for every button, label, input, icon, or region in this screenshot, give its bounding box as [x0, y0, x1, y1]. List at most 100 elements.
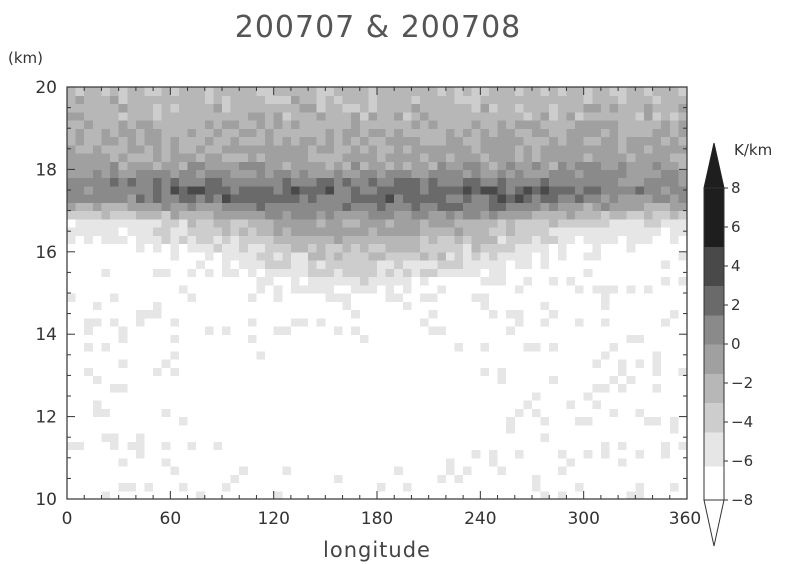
colorbar-segment	[704, 236, 724, 243]
heatmap-cell	[161, 284, 171, 294]
heatmap-cell	[204, 95, 214, 105]
heatmap-cell	[420, 161, 430, 170]
heatmap-cell	[299, 194, 309, 203]
heatmap-cell	[351, 202, 361, 212]
heatmap-cell	[118, 482, 128, 492]
heatmap-cell	[135, 268, 146, 278]
heatmap-cell	[557, 95, 568, 105]
heatmap-cell	[351, 350, 361, 360]
heatmap-cell	[135, 136, 146, 146]
heatmap-cell	[643, 169, 654, 179]
heatmap-cell	[445, 194, 456, 203]
heatmap-cell	[110, 235, 120, 245]
heatmap-cell	[265, 325, 275, 335]
heatmap-cell	[394, 87, 404, 96]
heatmap-cell	[213, 169, 223, 179]
heatmap-cell	[471, 185, 481, 195]
heatmap-cell	[592, 449, 602, 459]
heatmap-cell	[92, 441, 103, 451]
heatmap-cell	[394, 276, 404, 286]
heatmap-cell	[394, 111, 404, 121]
heatmap-cell	[135, 161, 146, 170]
heatmap-cell	[368, 152, 378, 162]
heatmap-cell	[592, 309, 602, 319]
heatmap-cell	[92, 334, 103, 344]
heatmap-cell	[643, 416, 654, 426]
heatmap-cell	[635, 136, 645, 146]
colorbar-segment	[704, 490, 724, 496]
heatmap-cell	[566, 128, 576, 138]
heatmap-cell	[187, 128, 197, 138]
heatmap-cell	[420, 350, 430, 360]
heatmap-cell	[480, 177, 490, 187]
heatmap-cell	[394, 210, 404, 220]
heatmap-cell	[523, 391, 533, 401]
heatmap-cell	[84, 119, 94, 129]
heatmap-cell	[626, 260, 636, 269]
heatmap-cell	[557, 334, 568, 344]
heatmap-cell	[213, 358, 223, 368]
heatmap-cell	[514, 325, 524, 335]
heatmap-cell	[239, 218, 249, 228]
heatmap-cell	[454, 284, 464, 294]
heatmap-cell	[325, 457, 335, 467]
heatmap-cell	[454, 482, 464, 492]
heatmap-cell	[540, 243, 550, 253]
heatmap-cell	[325, 383, 335, 393]
heatmap-cell	[178, 367, 189, 376]
heatmap-cell	[222, 87, 232, 96]
heatmap-cell	[359, 260, 369, 269]
heatmap-cell	[669, 161, 679, 170]
heatmap-cell	[592, 185, 602, 195]
heatmap-cell	[222, 293, 232, 302]
colorbar-segment	[704, 426, 724, 433]
heatmap-cell	[290, 276, 301, 286]
heatmap-cell	[609, 169, 619, 179]
heatmap-cell	[497, 309, 507, 319]
heatmap-cell	[540, 358, 550, 368]
heatmap-cell	[325, 358, 335, 368]
heatmap-cell	[557, 391, 568, 401]
heatmap-cell	[351, 391, 361, 401]
heatmap-cell	[377, 424, 387, 434]
heatmap-cell	[635, 218, 645, 228]
heatmap-cell	[84, 136, 94, 146]
heatmap-cell	[316, 433, 326, 442]
heatmap-cell	[161, 194, 171, 203]
heatmap-cell	[135, 119, 146, 129]
heatmap-cell	[127, 210, 137, 220]
heatmap-cell	[540, 433, 550, 442]
heatmap-cell	[532, 251, 542, 261]
heatmap-cell	[402, 161, 413, 170]
heatmap-cell	[92, 433, 103, 442]
heatmap-cell	[635, 309, 645, 319]
heatmap-cell	[652, 177, 662, 187]
heatmap-cell	[213, 433, 223, 442]
heatmap-cell	[247, 490, 258, 500]
heatmap-cell	[178, 136, 189, 146]
heatmap-cell	[178, 218, 189, 228]
heatmap-cell	[445, 87, 456, 96]
heatmap-cell	[230, 441, 240, 451]
heatmap-cell	[575, 251, 585, 261]
heatmap-cell	[325, 350, 335, 360]
heatmap-cell	[299, 433, 309, 442]
heatmap-cell	[575, 293, 585, 302]
heatmap-cell	[411, 433, 421, 442]
heatmap-cell	[247, 408, 258, 418]
heatmap-cell	[342, 161, 352, 170]
heatmap-cell	[566, 400, 576, 409]
heatmap-cell	[273, 268, 283, 278]
heatmap-cell	[351, 490, 361, 500]
heatmap-cell	[428, 260, 438, 269]
heatmap-cell	[118, 227, 128, 236]
colorbar-segment	[704, 402, 724, 408]
heatmap-cell	[592, 284, 602, 294]
heatmap-cell	[609, 449, 619, 459]
heatmap-cell	[67, 441, 77, 451]
heatmap-cell	[290, 177, 301, 187]
heatmap-cell	[497, 424, 507, 434]
heatmap-cell	[110, 194, 120, 203]
heatmap-cell	[661, 367, 671, 376]
heatmap-cell	[420, 482, 430, 492]
